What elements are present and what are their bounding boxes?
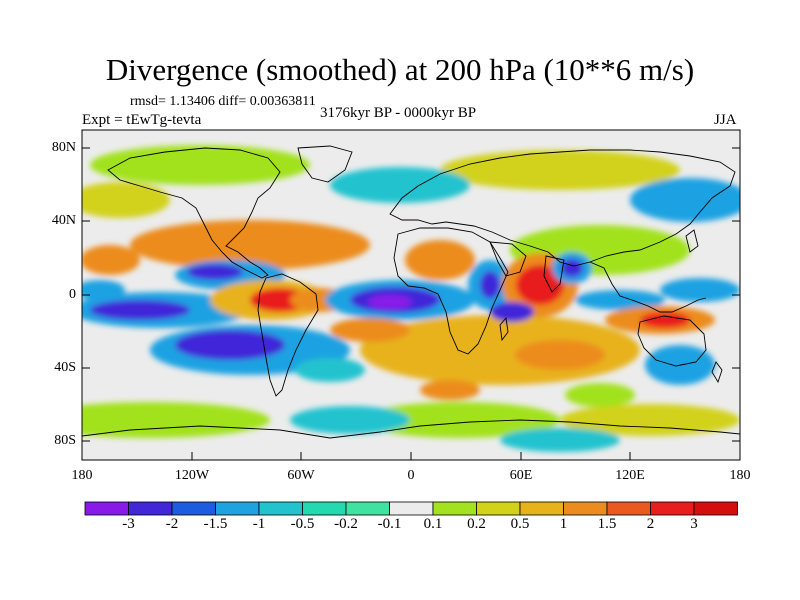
colorbar-box-4 — [258, 501, 303, 516]
lon-tick-label: 120W — [174, 468, 210, 483]
coast-southeast-asia — [589, 261, 707, 313]
colorbar-label: -0.1 — [377, 516, 402, 532]
coast-europe — [389, 149, 736, 267]
lat-tick-label: 0 — [69, 287, 76, 302]
lat-tick-label: 40S — [54, 360, 76, 375]
colorbar-box-1 — [128, 501, 173, 516]
colorbar-box-5 — [302, 501, 347, 516]
lon-tick-label: 120E — [615, 468, 645, 483]
coast-greenland — [297, 145, 353, 183]
coast-new-zealand — [711, 361, 723, 384]
stats-line: rmsd= 1.13406 diff= 0.00363811 — [130, 94, 316, 109]
lat-tick-label: 80N — [51, 140, 76, 155]
coast-africa — [393, 227, 509, 355]
colorbar-box-11 — [563, 501, 608, 516]
season-label: JJA — [714, 112, 737, 128]
lon-tick-label: 0 — [407, 468, 415, 483]
plot-title: Divergence (smoothed) at 200 hPa (10**6 … — [105, 52, 695, 87]
colorbar-label: 1 — [559, 516, 568, 532]
coast-australia — [637, 315, 707, 367]
colorbar-box-6 — [345, 501, 390, 516]
lat-tick-label: 80S — [54, 433, 76, 448]
coast-antarctica — [82, 419, 740, 439]
lon-tick-label: 60W — [287, 468, 315, 483]
colorbar-box-12 — [606, 501, 651, 516]
colorbar-label: -2 — [165, 516, 179, 532]
coastlines — [82, 145, 740, 439]
period-label: 3176kyr BP - 0000kyr BP — [320, 105, 477, 121]
colorbar-label: -3 — [122, 516, 135, 532]
coast-south-america — [257, 273, 319, 397]
colorbar-label: -0.5 — [290, 516, 315, 532]
colorbar-box-2 — [171, 501, 216, 516]
colorbar-box-10 — [519, 501, 564, 516]
divergence-field — [82, 130, 740, 460]
colorbar-label: 3 — [690, 516, 698, 532]
colorbar-box-7 — [389, 501, 434, 516]
lon-tick-label: 180 — [71, 468, 93, 483]
colorbar-label: -1.5 — [203, 516, 228, 532]
colorbar-box-14 — [693, 501, 738, 516]
colorbar-box-9 — [476, 501, 521, 516]
axis-ticks — [82, 147, 740, 460]
colorbar-label: 1.5 — [597, 516, 617, 532]
colorbar-box-8 — [432, 501, 477, 516]
experiment-label: Expt = tEwTg-tevta — [82, 112, 202, 128]
colorbar-label: 0.1 — [423, 516, 443, 532]
lon-tick-label: 60E — [509, 468, 533, 483]
coast-india — [543, 255, 565, 293]
colorbar-box-3 — [215, 501, 260, 516]
coast-arabia — [489, 241, 527, 277]
colorbar-label: 0.5 — [510, 516, 530, 532]
colorbar-label: -0.2 — [334, 516, 358, 532]
lon-tick-label: 180 — [729, 468, 751, 483]
colorbar-box-0 — [84, 501, 129, 516]
colorbar-box-13 — [650, 501, 695, 516]
colorbar — [84, 501, 738, 516]
coast-japan — [685, 229, 699, 253]
colorbar-label: 0.2 — [467, 516, 486, 532]
coast-madagascar — [499, 316, 509, 342]
lat-tick-label: 40N — [51, 213, 76, 228]
colorbar-label: 2 — [646, 516, 655, 532]
colorbar-label: -1 — [252, 516, 266, 532]
coast-north-america — [107, 147, 281, 279]
